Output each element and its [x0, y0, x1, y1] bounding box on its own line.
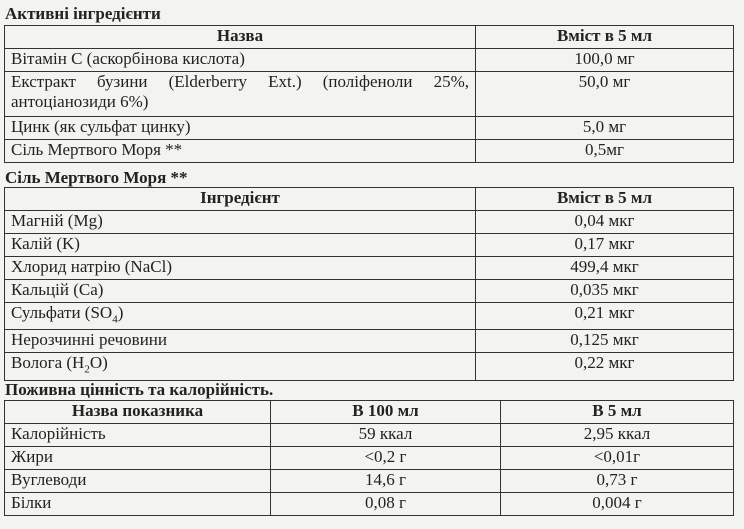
ingredient-name: Вітамін С (аскорбінова кислота) — [4, 48, 476, 72]
per-5ml-value: 0,73 г — [500, 469, 734, 493]
ingredient-name: Сіль Мертвого Моря ** — [4, 139, 476, 163]
subscript: 4 — [112, 313, 118, 326]
per-100ml-value: 0,08 г — [270, 492, 501, 516]
name-text: Сульфати (SO — [11, 303, 113, 322]
header-content: Вміст в 5 мл — [475, 25, 734, 49]
table-row: Магній (Mg) 0,04 мкг — [4, 210, 734, 234]
nutrition-table: Назва показника В 100 мл В 5 мл Калорійн… — [4, 400, 734, 516]
per-5ml-value: 2,95 ккал — [500, 423, 734, 447]
ingredient-name: Сульфати (SO4) — [4, 301, 476, 331]
per-100ml-value: 59 ккал — [270, 423, 501, 447]
dead-sea-salt-table: Інгредієнт Вміст в 5 мл Магній (Mg) 0,04 … — [4, 187, 734, 381]
ingredient-value: 0,5мг — [475, 139, 734, 163]
per-5ml-value: 0,004 г — [500, 492, 734, 516]
header-per-100ml: В 100 мл — [270, 400, 501, 424]
table-header-row: Інгредієнт Вміст в 5 мл — [4, 187, 734, 211]
name-text: O) — [89, 353, 108, 373]
table-row: Вітамін С (аскорбінова кислота) 100,0 мг — [4, 48, 734, 72]
table-row: Кальцій (Ca) 0,035 мкг — [4, 279, 734, 303]
ingredient-value: 50,0 мг — [475, 71, 734, 117]
nutrition-title: Поживна цінність та калорійність. — [5, 380, 274, 399]
ingredient-name: Хлорид натрію (NaCl) — [4, 256, 476, 280]
indicator-name: Калорійність — [4, 423, 271, 447]
ingredient-value: 5,0 мг — [475, 116, 734, 140]
table-row: Хлорид натрію (NaCl) 499,4 мкг — [4, 256, 734, 280]
ingredient-name: Цинк (як сульфат цинку) — [4, 116, 476, 140]
indicator-name: Вуглеводи — [4, 469, 271, 493]
per-100ml-value: <0,2 г — [270, 446, 501, 470]
ingredient-value: 0,04 мкг — [475, 210, 734, 234]
table-row: Нерозчинні речовини 0,125 мкг — [4, 329, 734, 354]
ingredient-value: 0,22 мкг — [475, 352, 734, 381]
table-header-row: Назва показника В 100 мл В 5 мл — [4, 400, 734, 424]
ingredient-value: 0,21 мкг — [475, 301, 734, 331]
active-ingredients-table: Назва Вміст в 5 мл Вітамін С (аскорбінов… — [4, 25, 734, 163]
ingredient-value: 499,4 мкг — [475, 256, 734, 280]
table-row: Екстракт бузини (Elderberry Ext.) (поліф… — [4, 71, 734, 117]
ingredient-name: Волога (H2O) — [4, 352, 476, 381]
active-ingredients-title: Активні інгредієнти — [5, 4, 161, 23]
name-text: Волога (H — [11, 353, 85, 373]
table-row: Калій (K) 0,17 мкг — [4, 233, 734, 257]
table-row: Калорійність 59 ккал 2,95 ккал — [4, 423, 734, 447]
header-per-5ml: В 5 мл — [500, 400, 734, 424]
table-header-row: Назва Вміст в 5 мл — [4, 25, 734, 49]
table-row: Волога (H2O) 0,22 мкг — [4, 352, 734, 381]
header-content: Вміст в 5 мл — [475, 187, 734, 211]
header-indicator: Назва показника — [4, 400, 271, 424]
header-name: Назва — [4, 25, 476, 49]
ingredient-name: Нерозчинні речовини — [4, 329, 476, 354]
header-ingredient: Інгредієнт — [4, 187, 476, 211]
dead-sea-salt-title: Сіль Мертвого Моря ** — [5, 168, 188, 187]
ingredient-value: 0,035 мкг — [475, 279, 734, 303]
ingredient-name: Кальцій (Ca) — [4, 279, 476, 303]
ingredient-name: Калій (K) — [4, 233, 476, 257]
ingredient-value: 0,125 мкг — [475, 329, 734, 354]
ingredient-name: Екстракт бузини (Elderberry Ext.) (поліф… — [4, 71, 476, 117]
indicator-name: Білки — [4, 492, 271, 516]
table-row: Жири <0,2 г <0,01г — [4, 446, 734, 470]
table-row: Сіль Мертвого Моря ** 0,5мг — [4, 139, 734, 163]
ingredient-value: 0,17 мкг — [475, 233, 734, 257]
table-row: Білки 0,08 г 0,004 г — [4, 492, 734, 516]
per-100ml-value: 14,6 г — [270, 469, 501, 493]
table-row: Вуглеводи 14,6 г 0,73 г — [4, 469, 734, 493]
table-row: Цинк (як сульфат цинку) 5,0 мг — [4, 116, 734, 140]
ingredient-name: Магній (Mg) — [4, 210, 476, 234]
per-5ml-value: <0,01г — [500, 446, 734, 470]
name-text: ) — [117, 303, 124, 322]
ingredient-value: 100,0 мг — [475, 48, 734, 72]
table-row: Сульфати (SO4) 0,21 мкг — [4, 301, 734, 331]
indicator-name: Жири — [4, 446, 271, 470]
subscript: 2 — [84, 363, 90, 376]
